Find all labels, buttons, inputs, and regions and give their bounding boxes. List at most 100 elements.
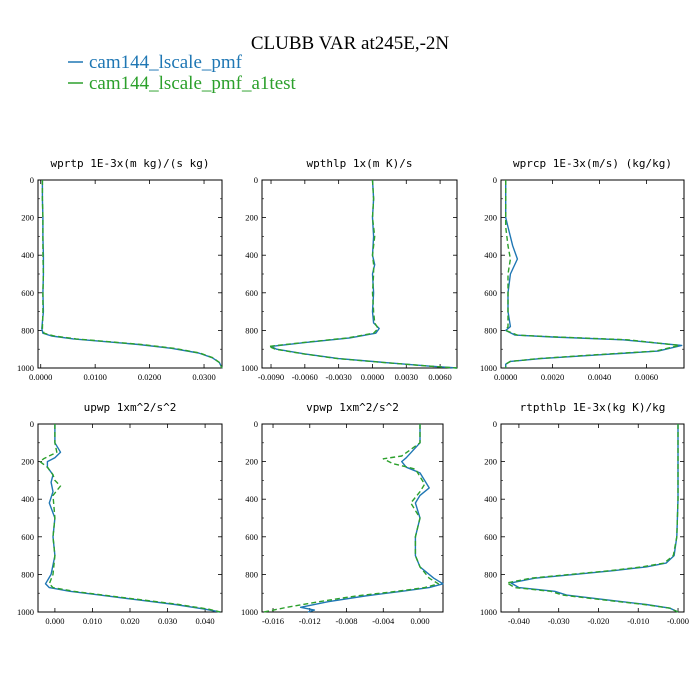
x-tick-label: -0.004: [372, 616, 395, 626]
y-tick-label: 400: [245, 250, 258, 260]
y-tick-label: 0: [493, 419, 497, 429]
panel-title: wprcp 1E-3x(m/s) (kg/kg): [513, 157, 672, 170]
x-tick-label: 0.020: [120, 616, 139, 626]
x-tick-label: -0.020: [587, 616, 609, 626]
y-tick-label: 600: [245, 532, 258, 542]
y-tick-label: 600: [245, 288, 258, 298]
x-tick-label: 0.000: [45, 616, 64, 626]
series-line: [505, 180, 683, 368]
y-tick-label: 1000: [241, 607, 258, 617]
panel-1: wprtp 1E-3x(m kg)/(s kg) 0 200 400 600 800 100…: [17, 157, 223, 382]
panel-5: vpwp 1xm^2/s^2 0 200 400 600 800 1000 -0.016 -0.…: [241, 401, 444, 626]
y-tick-label: 1000: [17, 607, 34, 617]
x-tick-label: -0.0090: [258, 372, 284, 382]
y-tick-label: 0: [254, 419, 258, 429]
y-tick-label: 400: [21, 250, 34, 260]
x-tick-label: -0.0060: [292, 372, 318, 382]
y-tick-label: 400: [484, 250, 497, 260]
x-tick-label: 0.0060: [428, 372, 451, 382]
x-tick-label: -0.040: [508, 616, 530, 626]
y-tick-label: 200: [21, 213, 34, 223]
y-tick-label: 1000: [480, 363, 497, 373]
panel-title: wprtp 1E-3x(m kg)/(s kg): [51, 157, 210, 170]
y-tick-label: 600: [21, 288, 34, 298]
panel-title: upwp 1xm^2/s^2: [84, 401, 177, 414]
x-tick-label: 0.0000: [494, 372, 517, 382]
series-line: [44, 424, 221, 613]
y-tick-label: 800: [21, 325, 34, 335]
legend-label-1: cam144_lscale_pmf: [89, 52, 243, 73]
y-tick-label: 400: [245, 494, 258, 504]
x-tick-label: 0.0040: [588, 372, 611, 382]
plot-frame: [261, 423, 444, 613]
series-line: [270, 179, 458, 369]
y-tick-label: 800: [21, 569, 34, 579]
y-tick-label: 600: [484, 532, 497, 542]
series-line: [510, 424, 679, 613]
y-tick-label: 400: [21, 494, 34, 504]
y-tick-label: 0: [30, 419, 34, 429]
y-tick-label: 200: [21, 457, 34, 467]
x-tick-label: -0.030: [548, 616, 570, 626]
x-tick-label: 0.040: [196, 616, 215, 626]
y-tick-label: 800: [245, 325, 258, 335]
y-tick-label: 1000: [17, 363, 34, 373]
figure-title: CLUBB VAR at245E,-2N: [251, 33, 450, 54]
panels: wprtp 1E-3x(m kg)/(s kg) 0 200 400 600 800 100…: [17, 157, 689, 626]
x-tick-label: 0.0300: [192, 372, 215, 382]
plot-frame: [37, 423, 223, 613]
legend: cam144_lscale_pmf cam144_lscale_pmf_a1te…: [68, 52, 297, 94]
x-tick-label: -0.012: [299, 616, 321, 626]
panel-2: wpthlp 1x(m K)/s 0 200 400 600 800 1000-0.0090…: [241, 157, 458, 382]
x-tick-label: -0.0030: [326, 372, 352, 382]
series-line: [41, 180, 223, 369]
x-tick-label: 0.000: [410, 616, 429, 626]
x-tick-label: 0.030: [158, 616, 177, 626]
y-tick-label: 0: [30, 175, 34, 185]
x-tick-label: 0.0000: [361, 372, 384, 382]
x-tick-label: -0.000: [667, 616, 689, 626]
panel-6: rtpthlp 1E-3x(kg K)/kg 0 200 400 600 800 1000 -…: [480, 401, 689, 626]
x-tick-label: 0.0100: [83, 372, 106, 382]
panel-4: upwp 1xm^2/s^2 0 200 400 600 800 1000 0.000 0.01…: [17, 401, 223, 626]
y-tick-label: 0: [254, 175, 258, 185]
series-line: [41, 180, 223, 369]
legend-label-2: cam144_lscale_pmf_a1test: [89, 73, 297, 94]
x-tick-label: 0.0020: [541, 372, 564, 382]
series-line: [39, 424, 221, 613]
x-tick-label: 0.0060: [635, 372, 658, 382]
x-tick-label: -0.010: [627, 616, 649, 626]
series-line: [268, 179, 458, 369]
y-tick-label: 200: [245, 213, 258, 223]
y-tick-label: 400: [484, 494, 497, 504]
plot-frame: [500, 423, 685, 613]
series-line: [506, 424, 679, 613]
y-tick-label: 800: [484, 325, 497, 335]
y-tick-label: 1000: [241, 363, 258, 373]
plot-frame: [261, 179, 458, 369]
y-tick-label: 800: [484, 569, 497, 579]
series-line: [263, 424, 440, 613]
panel-title: wpthlp 1x(m K)/s: [307, 157, 413, 170]
y-tick-label: 600: [21, 532, 34, 542]
y-tick-label: 800: [245, 569, 258, 579]
y-tick-label: 0: [493, 175, 497, 185]
x-tick-label: 0.010: [83, 616, 102, 626]
x-tick-label: -0.008: [336, 616, 358, 626]
y-tick-label: 200: [484, 213, 497, 223]
y-tick-label: 200: [245, 457, 258, 467]
y-tick-label: 600: [484, 288, 497, 298]
series-line: [299, 424, 444, 613]
panel-title: vpwp 1xm^2/s^2: [306, 401, 399, 414]
x-tick-label: 0.0030: [395, 372, 418, 382]
plot-frame: [500, 179, 685, 369]
y-tick-label: 200: [484, 457, 497, 467]
panel-3: wprcp 1E-3x(m/s) (kg/kg) 0 200 400 600 800 100…: [480, 157, 685, 382]
x-tick-label: -0.016: [262, 616, 284, 626]
x-tick-label: 0.0000: [29, 372, 52, 382]
series-line: [505, 180, 680, 368]
panel-title: rtpthlp 1E-3x(kg K)/kg: [520, 401, 666, 414]
x-tick-label: 0.0200: [138, 372, 161, 382]
plot-frame: [37, 179, 223, 369]
